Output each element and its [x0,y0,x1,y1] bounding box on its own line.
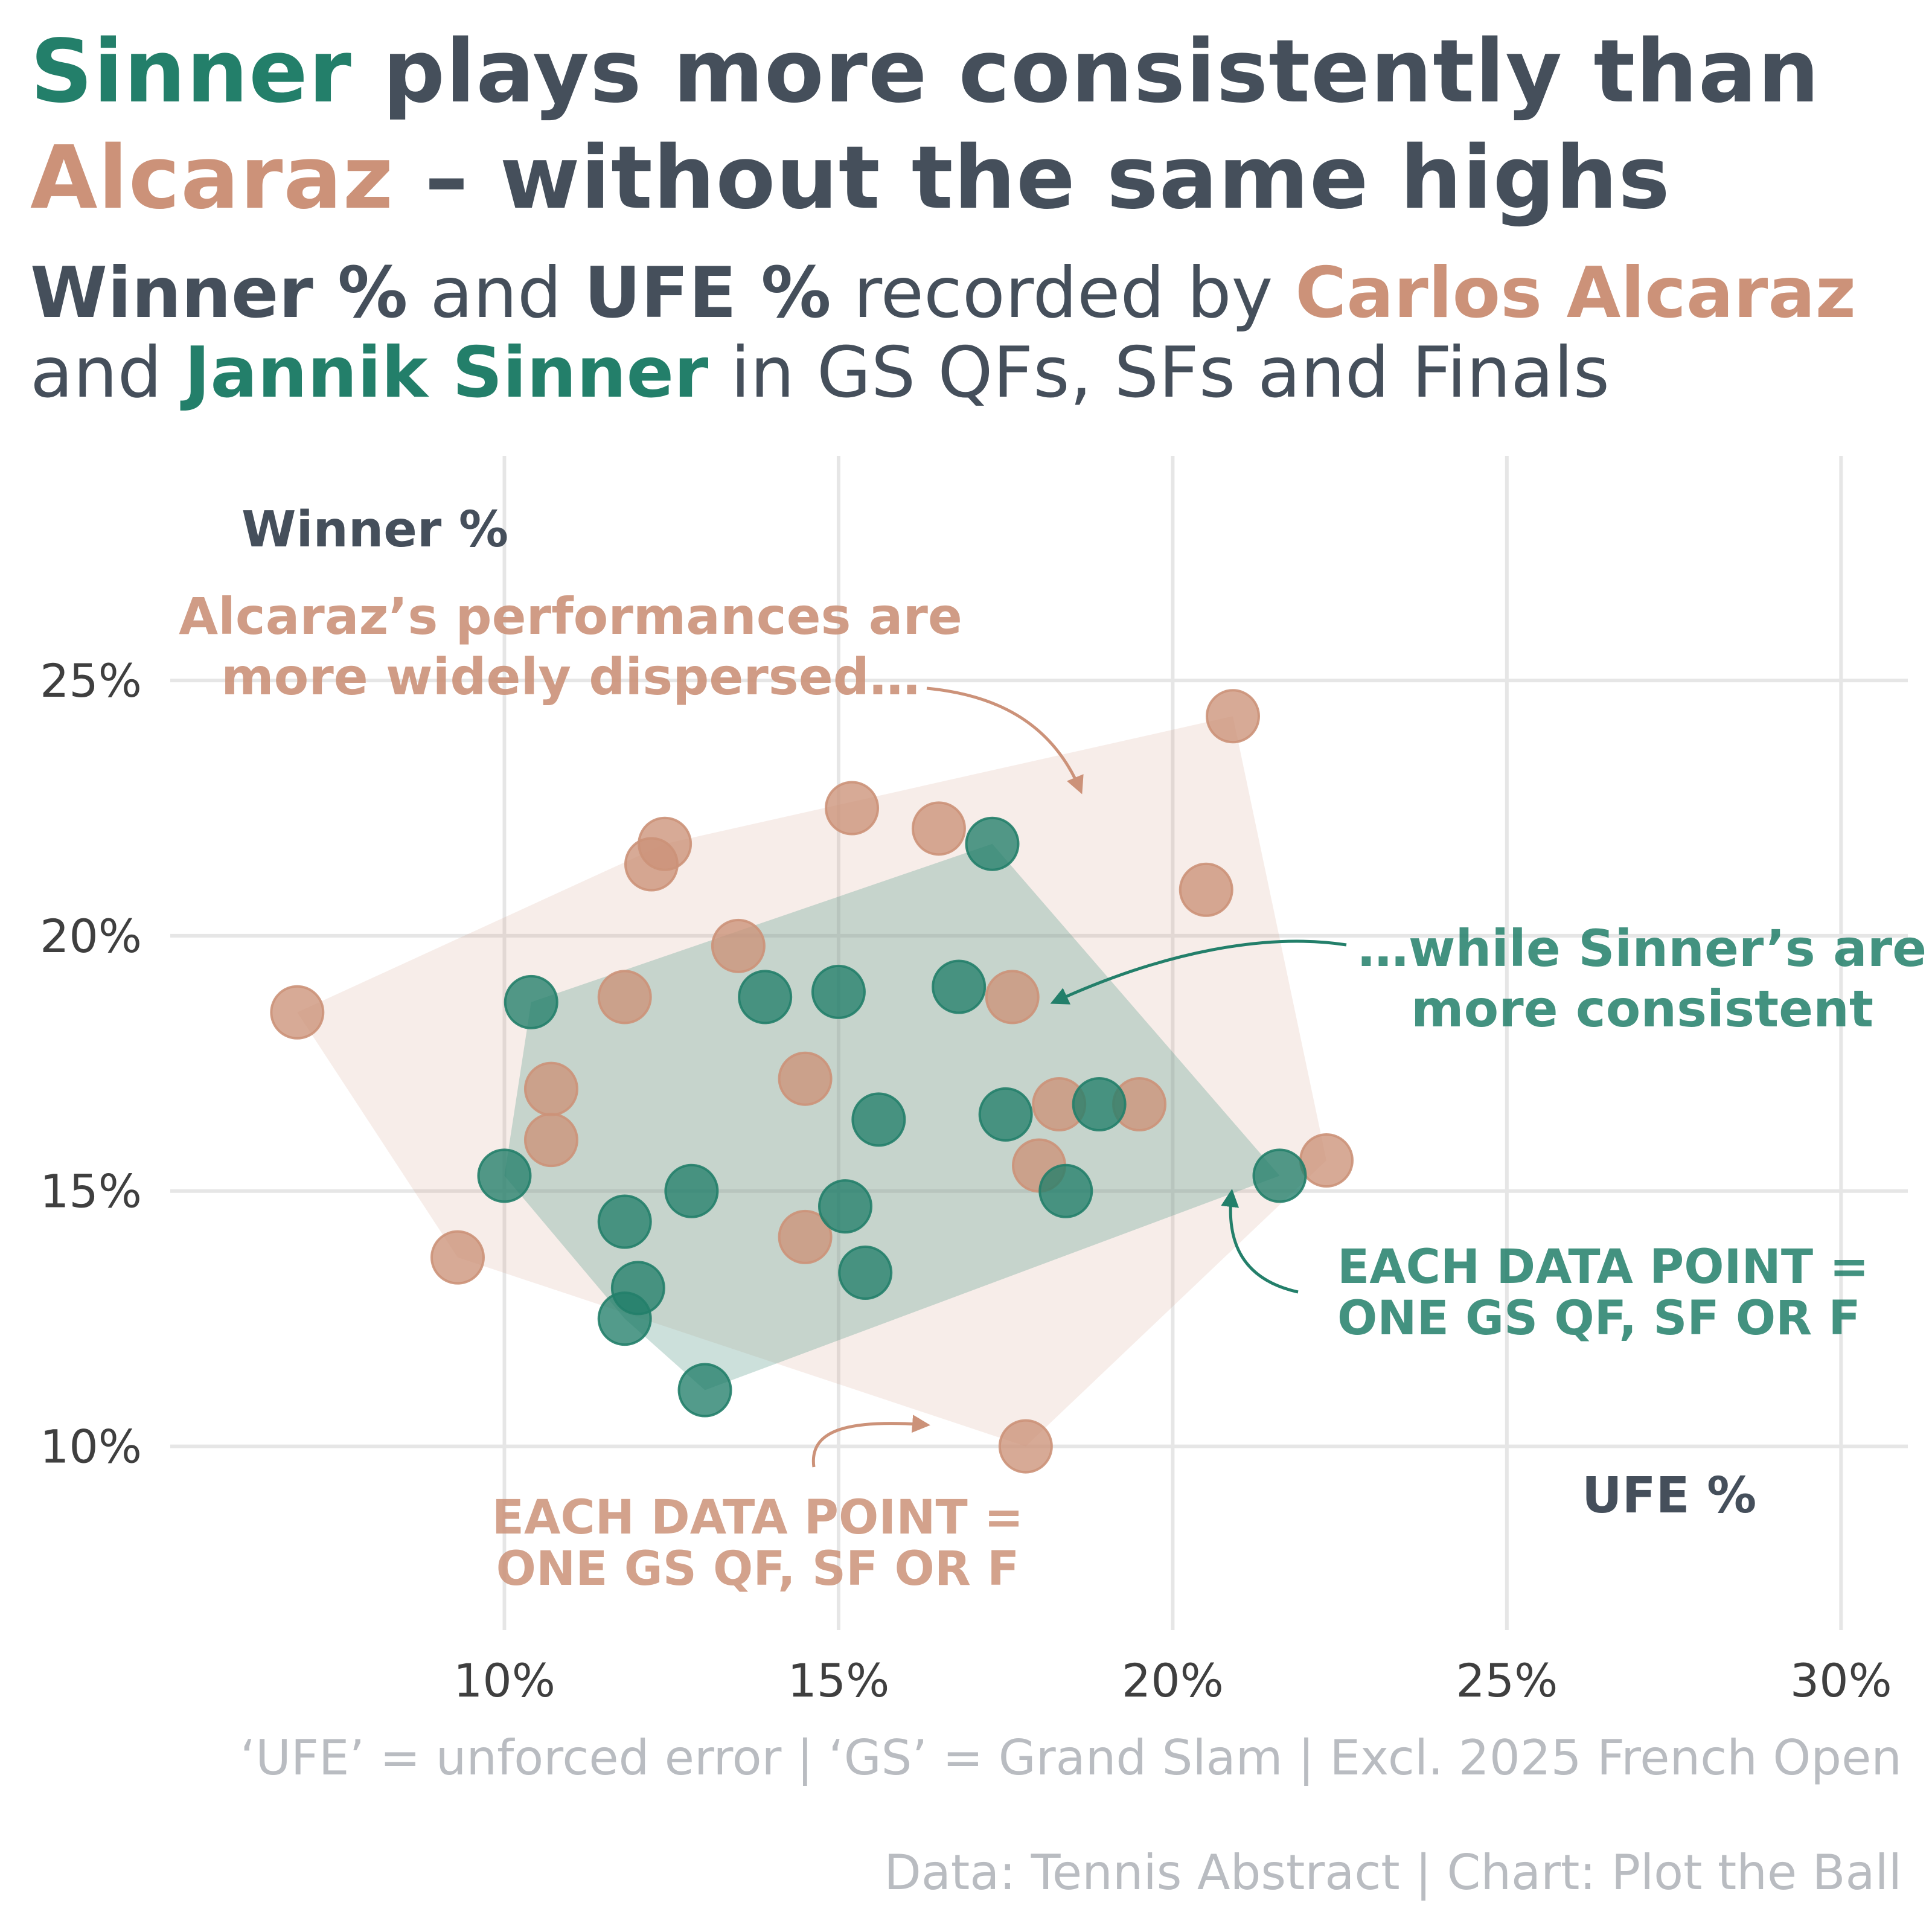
alcaraz-point [638,816,693,871]
title-line-2-rest: – without the same highs [394,127,1671,228]
alcaraz-point [1206,689,1261,744]
alcaraz-point [270,985,325,1040]
alcaraz-point [523,1113,578,1168]
alcaraz-point [523,1061,578,1116]
title-line-1: Sinner plays more consistently than [30,18,1914,124]
title-alcaraz: Alcaraz [30,127,394,228]
subtitle-recorded-by: recorded by [831,252,1296,334]
y-tick-label: 10% [40,1420,142,1474]
x-tick-label: 20% [1122,1654,1224,1707]
footnote-definitions: ‘UFE’ = unforced error | ‘GS’ = Grand Sl… [240,1730,1902,1786]
alcaraz-point [1179,862,1233,917]
alcaraz-point [998,1419,1053,1474]
alcaraz-point [778,1051,833,1106]
sinner-note-line-1: EACH DATA POINT = [1337,1240,1869,1294]
subtitle-line-1: Winner % and UFE % recorded by Carlos Al… [30,254,1914,333]
y-tick-label: 15% [40,1165,142,1218]
alcaraz-annotation-line-2: more widely dispersed… [221,647,920,706]
sinner-point [664,1163,719,1218]
chart-title: Sinner plays more consistently than Alca… [30,18,1914,231]
subtitle-line-2: and Jannik Sinner in GS QFs, SFs and Fin… [30,333,1914,413]
alcaraz-point [597,970,652,1025]
alcaraz-point [430,1230,485,1285]
alcaraz-point [1299,1133,1354,1188]
sinner-note: EACH DATA POINT = ONE GS QF, SF OR F [1337,1240,1869,1346]
title-sinner: Sinner [30,21,352,122]
subtitle-ufe-label: UFE % [584,252,831,334]
sinner-point [1252,1148,1307,1203]
alcaraz-note-line-2: ONE GS QF, SF OR F [496,1542,1020,1596]
sinner-point [817,1179,872,1234]
alcaraz-point [911,801,966,856]
footnote-source: Data: Tennis Abstract | Chart: Plot the … [884,1844,1902,1901]
title-line-1-rest: plays more consistently than [351,21,1820,122]
sinner-annotation-line-1: …while Sinner’s are [1358,919,1927,978]
subtitle-and-2: and [30,332,185,414]
sinner-point [597,1194,652,1249]
sinner-point [811,964,866,1019]
chart-subtitle: Winner % and UFE % recorded by Carlos Al… [30,254,1914,413]
y-tick-label: 20% [40,909,142,963]
sinner-point [504,974,558,1029]
axis-labels: 10% 15% 20% 25% 30% 10% 15% 20% 25% [40,654,1892,1707]
alcaraz-note: EACH DATA POINT = ONE GS QF, SF OR F [492,1491,1024,1596]
subtitle-winner-label: Winner % [30,252,408,334]
sinner-point [677,1363,732,1418]
sinner-point [838,1246,893,1300]
sinner-point [1038,1163,1093,1218]
sinner-annotation-line-2: more consistent [1411,979,1873,1038]
sinner-point [597,1291,652,1346]
alcaraz-note-arrow [811,1415,930,1468]
sinner-point [965,816,1020,871]
alcaraz-point [985,970,1040,1025]
sinner-point [978,1087,1033,1142]
y-tick-label: 25% [40,654,142,708]
subtitle-rest: in GS QFs, SFs and Finals [708,332,1610,414]
alcaraz-note-line-1: EACH DATA POINT = [492,1491,1024,1545]
alcaraz-point [778,1209,833,1264]
alcaraz-point [711,918,766,973]
alcaraz-point [825,781,880,836]
alcaraz-annotation-line-1: Alcaraz’s performances are [179,587,962,646]
subtitle-alcaraz-name: Carlos Alcaraz [1295,252,1857,334]
x-tick-label: 25% [1456,1654,1558,1707]
alcaraz-annotation: Alcaraz’s performances are more widely d… [179,587,962,706]
sinner-point [1072,1076,1127,1131]
alcaraz-annotation-arrow [926,686,1084,795]
sinner-point [738,970,793,1025]
sinner-point [932,959,987,1014]
x-tick-label: 15% [787,1654,889,1707]
sinner-point [851,1092,906,1147]
data-points [270,689,1354,1474]
sinner-note-line-2: ONE GS QF, SF OR F [1337,1291,1861,1346]
title-line-2: Alcaraz – without the same highs [30,124,1914,231]
x-tick-label: 10% [453,1654,555,1707]
sinner-note-arrow [1221,1189,1299,1294]
sinner-annotation: …while Sinner’s are more consistent [1358,919,1927,1038]
sinner-point [477,1148,532,1203]
y-axis-title: Winner % [242,501,508,558]
x-axis-title: UFE % [1582,1467,1756,1524]
sinner-annotation-arrow [1050,939,1347,1005]
x-tick-label: 30% [1790,1654,1892,1707]
subtitle-and-1: and [408,252,584,334]
subtitle-sinner-name: Jannik Sinner [184,332,709,414]
